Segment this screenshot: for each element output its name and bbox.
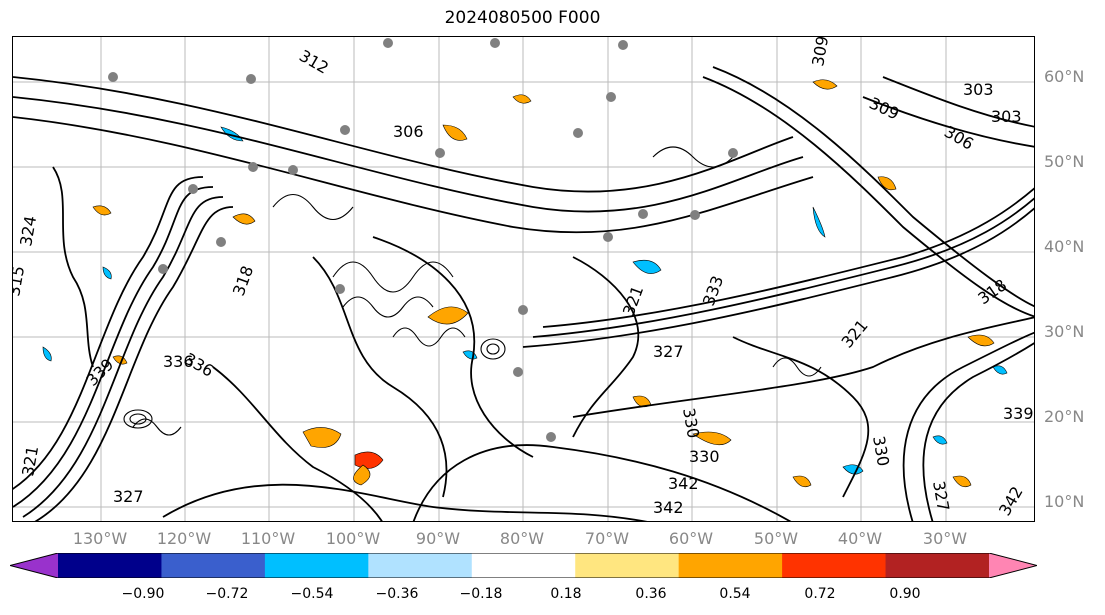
map-title: 2024080500 F000: [444, 8, 601, 28]
contour-label: 318: [229, 263, 257, 298]
colorbar-tick: −0.54: [290, 586, 334, 602]
colorbar-extend-high: [989, 553, 1037, 578]
contour-label: 315: [13, 264, 28, 297]
contour-label: 303: [991, 107, 1022, 126]
contour-label: 306: [393, 122, 424, 141]
lon-label: 50°W: [753, 529, 799, 548]
shaded-contours: [42, 79, 1008, 488]
minor-contours: [123, 146, 822, 436]
contour-label: 333: [699, 273, 727, 308]
lon-label: 90°W: [415, 529, 461, 548]
lat-label: 20°N: [1044, 407, 1085, 426]
colorbar-tick: −0.36: [375, 586, 419, 602]
lat-label: 50°N: [1044, 152, 1085, 171]
lat-label: 60°N: [1044, 67, 1085, 86]
colorbar-segment: [471, 553, 576, 578]
contour-label: 336: [163, 352, 194, 371]
contour-label: 342: [995, 483, 1027, 519]
colorbar-segment: [264, 553, 369, 578]
lat-label: 10°N: [1044, 492, 1085, 511]
contour-label: 330: [679, 406, 703, 439]
contour-label: 321: [18, 444, 42, 477]
lon-label: 60°W: [668, 529, 714, 548]
contour-label: 327: [653, 342, 684, 361]
colorbar-tick: 0.18: [550, 586, 582, 602]
lon-label: 40°W: [837, 529, 883, 548]
lat-label: 30°N: [1044, 322, 1085, 341]
contour-label: 309: [808, 37, 832, 68]
contour-label: 324: [16, 214, 40, 247]
map-svg: 306 309 303 306 309 303 312 318 324 315 …: [13, 37, 1034, 521]
contour-label: 342: [653, 498, 684, 517]
lon-label: 130°W: [72, 529, 128, 548]
contour-label: 327: [113, 487, 144, 506]
colorbar-segment: [161, 553, 266, 578]
colorbar-segment: [678, 553, 783, 578]
lon-label: 120°W: [156, 529, 212, 548]
colorbar-segment: [58, 553, 162, 578]
colorbar-segments: [10, 553, 1037, 578]
lon-label: 100°W: [325, 529, 381, 548]
colorbar-extend-low: [10, 553, 58, 578]
colorbar-tick: −0.72: [205, 586, 249, 602]
map-panel: 306 309 303 306 309 303 312 318 324 315 …: [12, 36, 1035, 522]
contour-label: 303: [963, 80, 994, 99]
lon-label: 70°W: [584, 529, 630, 548]
contour-label: 342: [668, 474, 699, 493]
colorbar-segment: [575, 553, 680, 578]
contour-label: 327: [929, 479, 953, 512]
colorbar-segment: [885, 553, 990, 578]
contour-label: 330: [869, 434, 893, 467]
contour-label: 321: [838, 316, 872, 352]
colorbar-tick: 0.72: [804, 586, 836, 602]
contour-label: 330: [689, 447, 720, 466]
contour-label: 309: [866, 93, 902, 123]
colorbar-segment: [782, 553, 887, 578]
lon-label: 80°W: [499, 529, 545, 548]
lat-label: 40°N: [1044, 237, 1085, 256]
colorbar-tick: −0.90: [121, 586, 165, 602]
colorbar-tick: 0.54: [719, 586, 751, 602]
colorbar-segment: [368, 553, 473, 578]
lon-label: 110°W: [240, 529, 296, 548]
colorbar-tick: −0.18: [459, 586, 503, 602]
lon-label: 30°W: [922, 529, 968, 548]
contour-label: 339: [1003, 404, 1034, 423]
contour-label: 321: [619, 283, 647, 318]
colorbar: [10, 553, 1037, 578]
gray-dots: [108, 38, 738, 442]
colorbar-tick: 0.90: [889, 586, 921, 602]
colorbar-tick: 0.36: [635, 586, 667, 602]
contour-label: 312: [296, 46, 332, 78]
